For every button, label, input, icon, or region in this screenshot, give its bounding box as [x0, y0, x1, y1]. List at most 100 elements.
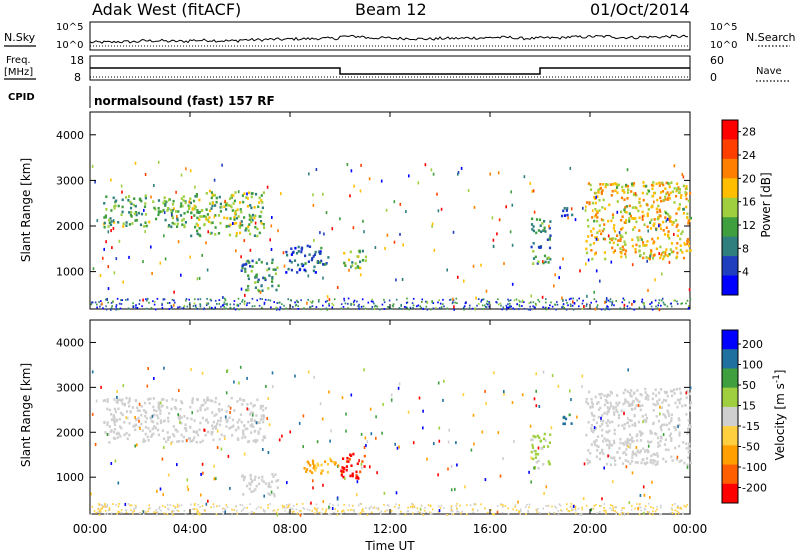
data-cell	[190, 211, 193, 215]
noise-cell	[138, 419, 140, 423]
ground-cell	[285, 307, 287, 310]
ground-cell	[466, 513, 468, 516]
ground-cell	[557, 509, 559, 512]
data-cell	[249, 402, 253, 405]
ground-cell	[210, 299, 213, 302]
ground-cell	[233, 303, 235, 306]
data-cell	[668, 214, 671, 218]
ground-cell	[392, 303, 395, 306]
data-cell	[670, 417, 673, 420]
data-cell	[656, 402, 659, 406]
ground-cell	[340, 513, 342, 515]
data-cell	[530, 223, 534, 226]
data-cell	[356, 462, 359, 465]
time-axis: 00:00 04:00 08:00 12:00 16:00 20:00 00:00	[73, 112, 707, 536]
ground-cell	[632, 308, 635, 311]
data-cell	[162, 398, 165, 401]
ground-cell	[518, 308, 520, 310]
data-cell	[665, 226, 668, 229]
noise-cell	[424, 163, 427, 167]
ground-cell	[381, 303, 384, 306]
colorbar-tick-label: 15	[742, 400, 756, 413]
ground-cell	[302, 507, 304, 509]
ground-cell	[440, 504, 443, 507]
data-cell	[167, 438, 170, 441]
ground-cell	[220, 305, 222, 308]
noise-cell	[227, 454, 230, 458]
ground-cell	[660, 504, 662, 507]
data-cell	[629, 391, 632, 395]
ground-cell	[325, 300, 327, 303]
noise-cell	[351, 264, 354, 267]
ground-cell	[510, 305, 512, 308]
data-cell	[646, 393, 649, 397]
data-cell	[199, 408, 202, 412]
ground-cell	[328, 302, 330, 305]
noise-cell	[96, 219, 99, 223]
noise-cell	[248, 213, 251, 217]
colorbar-swatch	[722, 483, 738, 504]
data-cell	[196, 398, 199, 402]
data-cell	[656, 455, 659, 458]
data-cell	[534, 255, 537, 259]
data-cell	[598, 199, 601, 202]
data-cell	[531, 443, 534, 447]
data-cell	[617, 183, 620, 187]
noise-cell	[581, 374, 584, 378]
data-cell	[644, 413, 647, 417]
data-cell	[652, 462, 655, 465]
data-cell	[210, 432, 213, 436]
noise-cell	[122, 384, 125, 388]
ground-cell	[555, 506, 558, 509]
noise-cell	[157, 160, 160, 164]
data-cell	[614, 459, 617, 463]
ground-cell	[422, 308, 425, 310]
ground-cell	[472, 508, 474, 511]
data-cell	[206, 218, 209, 222]
data-cell	[562, 422, 565, 426]
data-cell	[631, 402, 634, 406]
data-cell	[613, 411, 616, 414]
data-cell	[136, 409, 140, 412]
velocity-colorbar-label: Velocity [m s-1]	[772, 370, 787, 461]
ground-cell	[91, 505, 94, 508]
data-cell	[239, 201, 242, 204]
ground-cell	[246, 302, 249, 305]
data-cell	[668, 421, 671, 425]
noise-cell	[222, 296, 224, 299]
data-cell	[214, 214, 217, 217]
ground-cell	[112, 503, 114, 505]
noise-cell	[610, 260, 613, 264]
data-cell	[120, 399, 123, 403]
data-cell	[191, 207, 194, 210]
ground-cell	[168, 308, 171, 310]
noise-cell	[398, 382, 401, 386]
data-cell	[601, 229, 604, 233]
ground-cell	[530, 301, 532, 304]
data-cell	[225, 418, 228, 421]
data-cell	[231, 434, 234, 437]
data-cell	[181, 223, 184, 226]
data-cell	[322, 263, 325, 266]
data-cell	[134, 399, 137, 402]
data-cell	[160, 421, 163, 425]
data-cell	[539, 246, 542, 249]
noise-cell	[396, 446, 399, 450]
noise-cell	[128, 255, 130, 259]
ground-cell	[456, 302, 458, 304]
data-cell	[623, 208, 626, 211]
data-cell	[200, 209, 203, 212]
noise-cell	[316, 440, 319, 444]
ground-cell	[311, 510, 313, 512]
data-cell	[631, 206, 634, 209]
data-cell	[313, 464, 316, 468]
ground-cell	[110, 309, 112, 311]
noise-cell	[360, 462, 363, 466]
ground-cell	[426, 308, 429, 311]
noise-cell	[443, 379, 445, 383]
nsky-label: N.Sky	[4, 31, 36, 44]
noise-cell	[496, 510, 499, 514]
noise-cell	[201, 253, 203, 257]
data-cell	[129, 410, 132, 413]
ground-cell	[638, 306, 641, 309]
